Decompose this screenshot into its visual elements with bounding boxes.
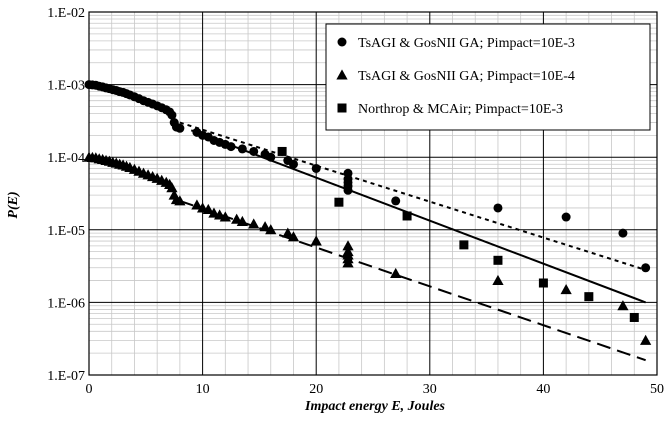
data-point-square bbox=[629, 312, 639, 322]
y-tick-label: 1.E-03 bbox=[47, 79, 85, 94]
data-point-circle bbox=[249, 146, 259, 156]
x-tick-label: 50 bbox=[650, 382, 664, 397]
trend-line-long-dash bbox=[179, 199, 646, 362]
x-tick-label: 10 bbox=[196, 382, 210, 397]
data-point-triangle bbox=[310, 235, 322, 246]
data-point-triangle bbox=[191, 199, 203, 210]
legend: TsAGI & GosNII GA; Pimpact=10E-3 TsAGI & … bbox=[325, 23, 651, 131]
data-point-square bbox=[584, 292, 594, 302]
legend-label: TsAGI & GosNII GA; Pimpact=10E-3 bbox=[358, 36, 575, 51]
y-tick-label: 1.E-06 bbox=[47, 296, 85, 311]
data-point-triangle bbox=[219, 211, 231, 222]
tick-labels: 1.E-07 1.E-06 1.E-05 1.E-04 1.E-03 1.E-02 0 10 2… bbox=[47, 6, 664, 397]
data-point-square bbox=[538, 278, 548, 288]
data-point-circle bbox=[493, 203, 503, 213]
data-point-circle bbox=[226, 142, 236, 152]
data-point-triangle bbox=[259, 221, 271, 232]
data-point-triangle bbox=[236, 215, 248, 227]
data-point-triangle bbox=[166, 182, 178, 193]
legend-marker-square bbox=[337, 103, 347, 113]
x-axis-title: Impact energy E, Joules bbox=[304, 399, 446, 414]
x-tick-label: 0 bbox=[86, 382, 93, 397]
data-point-triangle bbox=[265, 224, 277, 235]
data-point-circle bbox=[343, 185, 353, 195]
data-point-square bbox=[459, 240, 469, 250]
data-point-triangle bbox=[342, 240, 354, 251]
legend-label: TsAGI & GosNII GA; Pimpact=10E-4 bbox=[358, 69, 575, 84]
legend-marker-circle bbox=[337, 37, 347, 47]
data-point-triangle bbox=[202, 203, 214, 215]
data-point-square bbox=[277, 146, 287, 156]
data-point-triangle bbox=[390, 267, 402, 279]
data-point-circle bbox=[167, 110, 177, 120]
legend-marker-triangle bbox=[336, 69, 348, 80]
y-axis-title: P(E) bbox=[6, 191, 21, 218]
data-point-triangle bbox=[342, 257, 354, 268]
data-point-triangle bbox=[492, 274, 504, 286]
data-point-circle bbox=[391, 196, 401, 206]
plot-border bbox=[88, 11, 658, 376]
data-point-circle bbox=[266, 152, 276, 162]
data-point-triangle bbox=[248, 218, 260, 229]
data-point-triangle bbox=[640, 334, 652, 345]
x-tick-label: 40 bbox=[536, 382, 550, 397]
data-point-square bbox=[493, 255, 503, 265]
data-point-circle bbox=[641, 263, 651, 273]
data-point-circle bbox=[561, 212, 571, 222]
data-point-triangle bbox=[287, 231, 300, 242]
data-point-square bbox=[334, 197, 344, 207]
data-point-triangle bbox=[282, 227, 294, 238]
data-point-square bbox=[402, 211, 412, 221]
plot-frame bbox=[88, 11, 658, 376]
y-tick-label: 1.E-02 bbox=[47, 6, 85, 21]
legend-label: Northrop & MCAir; Pimpact=10E-3 bbox=[358, 102, 563, 117]
data-point-circle bbox=[311, 163, 321, 173]
x-tick-label: 20 bbox=[309, 382, 323, 397]
data-point-triangle bbox=[560, 283, 572, 295]
data-point-circle bbox=[288, 159, 298, 169]
trend-line-solid bbox=[190, 129, 646, 304]
data-point-circle bbox=[175, 123, 185, 133]
data-point-circle bbox=[237, 144, 247, 154]
x-tick-label: 30 bbox=[423, 382, 437, 397]
y-tick-label: 1.E-04 bbox=[47, 151, 85, 166]
legend-box bbox=[325, 23, 651, 131]
y-tick-label: 1.E-07 bbox=[47, 369, 85, 384]
trend-line-short-dash bbox=[179, 121, 646, 271]
y-tick-label: 1.E-05 bbox=[47, 224, 85, 239]
data-point-triangle bbox=[617, 300, 629, 311]
data-point-triangle bbox=[174, 195, 186, 206]
data-point-circle bbox=[618, 228, 628, 238]
data-points bbox=[83, 80, 652, 345]
